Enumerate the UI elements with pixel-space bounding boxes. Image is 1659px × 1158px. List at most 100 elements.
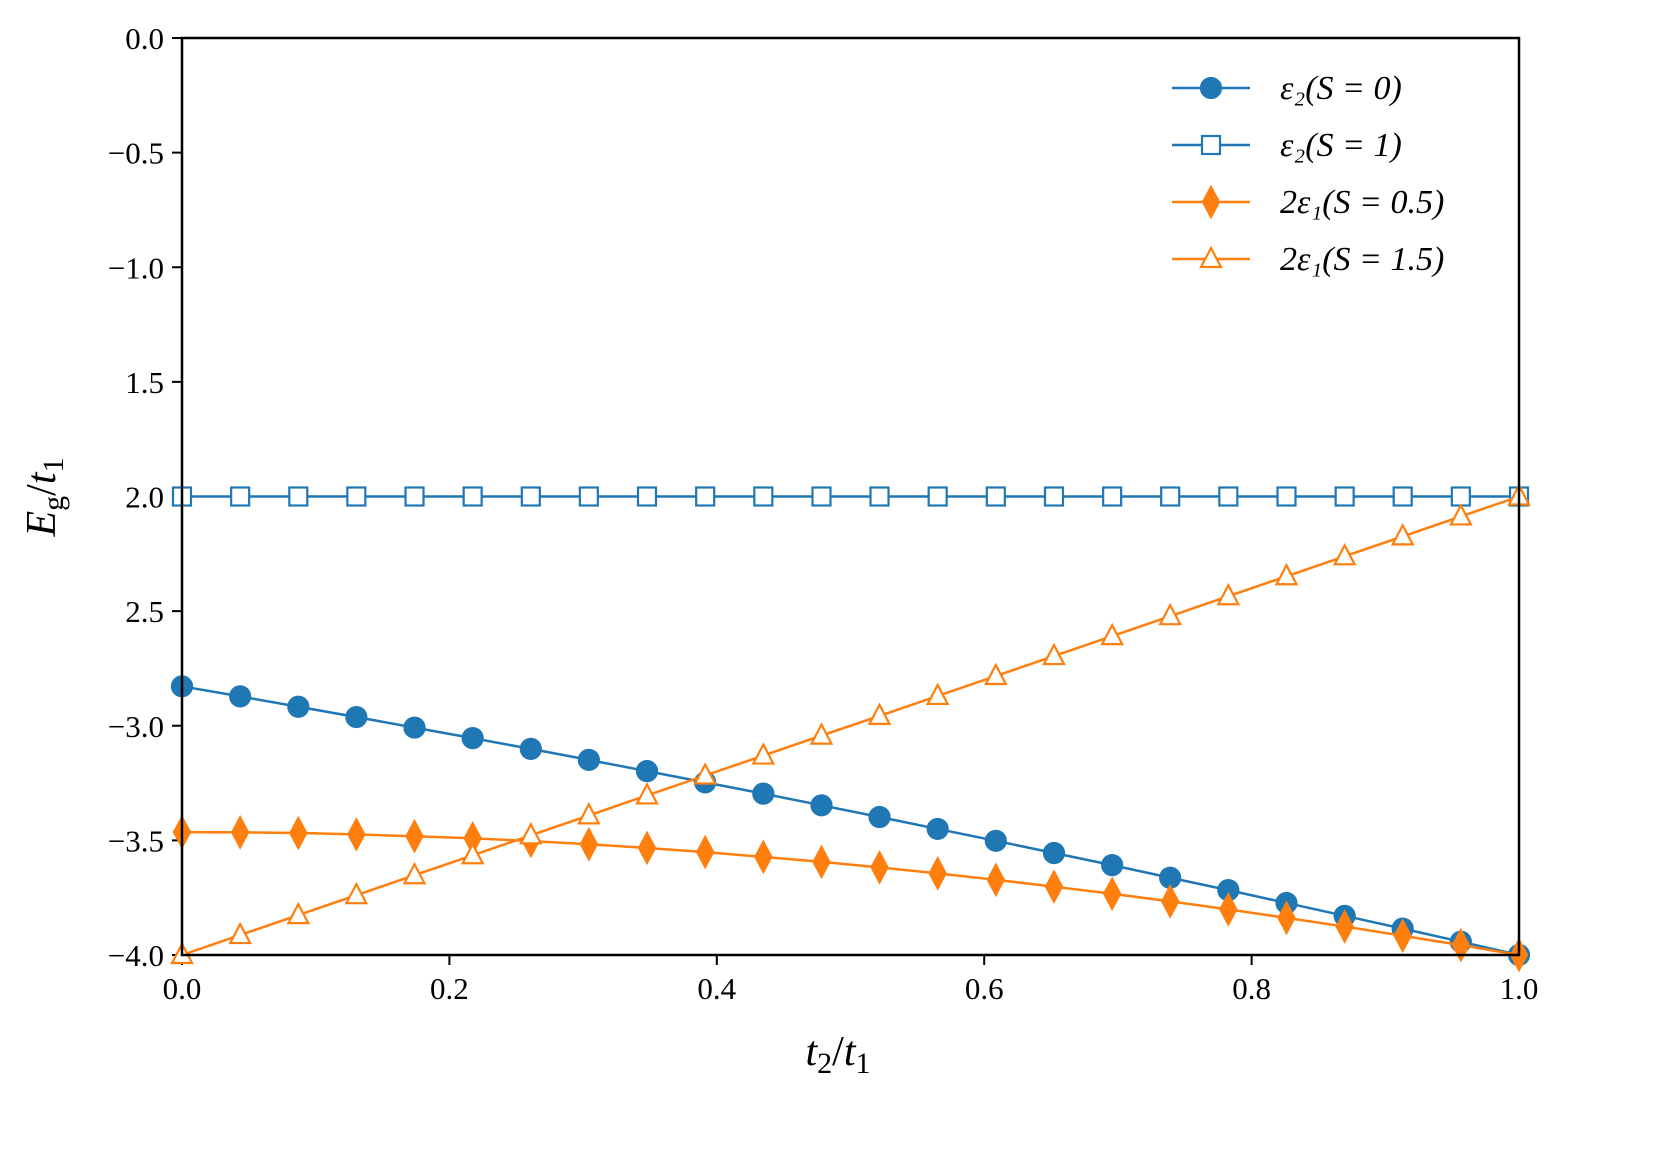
data-point <box>1219 892 1238 927</box>
series-3 <box>170 483 1531 965</box>
series-0 <box>170 675 1531 967</box>
data-point <box>1102 876 1122 912</box>
data-point <box>345 705 368 729</box>
data-point <box>230 815 250 850</box>
data-point <box>869 486 890 507</box>
data-point <box>928 856 947 891</box>
data-point <box>1392 486 1413 507</box>
data-point <box>1043 486 1065 507</box>
series-2 <box>172 814 1529 973</box>
data-point <box>228 921 252 945</box>
legend-entry: 2ε₁(S = 1.5) <box>1172 241 1444 278</box>
data-point <box>1218 486 1239 507</box>
y-tick-label: −3.0 <box>108 709 164 744</box>
data-point <box>751 742 776 765</box>
x-tick-label: 0.2 <box>430 971 469 1006</box>
data-point <box>1450 486 1471 507</box>
data-point <box>636 486 658 507</box>
data-point <box>693 762 717 785</box>
data-point <box>809 722 834 745</box>
axis-ticks: 0.0 0.2 0.4 0.6 0.8 1.0 0.0 −0.5 −1.0 1.5 2.0 2.5 −3… <box>108 21 1539 1006</box>
data-point <box>1101 854 1124 877</box>
data-point <box>984 829 1007 852</box>
data-point <box>577 802 601 825</box>
data-point <box>519 737 542 761</box>
data-point <box>579 826 599 862</box>
data-point <box>695 834 715 870</box>
data-point <box>578 486 599 507</box>
data-point <box>870 850 889 885</box>
data-point <box>868 805 891 829</box>
data-point <box>1390 523 1415 546</box>
legend: ε₂(S = 0) ε₂(S = 1) 2ε₁(S = 0.5) 2ε₁(S = 1.… <box>1172 70 1444 278</box>
data-point <box>1277 900 1296 936</box>
data-point <box>812 844 831 880</box>
legend-label: 2ε₁(S = 1.5) <box>1280 241 1444 278</box>
data-point <box>1160 884 1180 919</box>
data-point <box>753 486 774 507</box>
x-tick-label: 0.6 <box>965 971 1004 1006</box>
y-tick-label: −4.0 <box>108 938 164 973</box>
data-point <box>230 486 251 507</box>
y-tick-label: −3.5 <box>108 823 164 858</box>
data-point <box>1044 869 1064 905</box>
data-point <box>1334 486 1355 507</box>
x-tick-label: 0.8 <box>1232 971 1271 1006</box>
data-point <box>1393 918 1412 954</box>
data-point <box>286 901 311 925</box>
x-tick-label: 0.4 <box>697 971 736 1006</box>
series-line <box>181 495 1520 957</box>
data-point <box>461 727 484 750</box>
y-tick-label: −1.0 <box>108 250 164 285</box>
data-point <box>287 695 310 718</box>
x-tick-label: 1.0 <box>1500 971 1539 1006</box>
data-point <box>519 821 543 845</box>
series-line <box>181 830 1520 957</box>
plot-frame <box>180 36 1521 957</box>
data-point <box>1216 582 1241 606</box>
data-point <box>288 486 309 507</box>
data-point <box>1158 602 1182 626</box>
y-tick-label: 0.0 <box>125 21 164 56</box>
legend-label: 2ε₁(S = 0.5) <box>1280 184 1444 221</box>
legend-label: ε₂(S = 1) <box>1280 127 1402 164</box>
data-point <box>577 748 600 772</box>
data-point <box>1449 503 1473 526</box>
y-tick-label: 2.0 <box>125 480 164 515</box>
data-point <box>347 817 366 852</box>
data-point <box>984 662 1008 686</box>
legend-marker <box>1200 134 1222 156</box>
data-point <box>1102 486 1123 507</box>
data-point <box>1274 562 1299 586</box>
data-point <box>754 839 773 875</box>
legend-marker <box>1199 76 1223 100</box>
data-point <box>1042 642 1066 666</box>
data-point <box>403 716 426 739</box>
legend-label: ε₂(S = 0) <box>1280 70 1402 107</box>
y-tick-label: 2.5 <box>125 594 164 629</box>
data-point <box>927 486 948 507</box>
data-point <box>695 486 716 507</box>
series-1 <box>171 486 1530 507</box>
data-point <box>985 486 1006 507</box>
data-point <box>1160 486 1181 507</box>
y-tick-label: −0.5 <box>108 136 164 171</box>
legend-marker <box>1201 184 1221 220</box>
data-point <box>810 794 833 817</box>
data-point <box>867 702 892 725</box>
legend-entry: 2ε₁(S = 0.5) <box>1172 184 1444 221</box>
data-point <box>462 486 483 507</box>
data-point <box>926 817 949 841</box>
data-point <box>1451 927 1471 963</box>
data-point <box>1100 622 1124 646</box>
data-point <box>1276 486 1297 507</box>
data-point <box>344 881 369 905</box>
y-axis-label: Eg/t1 <box>19 458 70 538</box>
data-point <box>402 861 427 885</box>
data-point <box>289 815 308 851</box>
data-point <box>637 830 657 866</box>
legend-entry: ε₂(S = 1) <box>1172 127 1402 164</box>
data-point <box>811 486 832 507</box>
data-point <box>229 685 252 708</box>
